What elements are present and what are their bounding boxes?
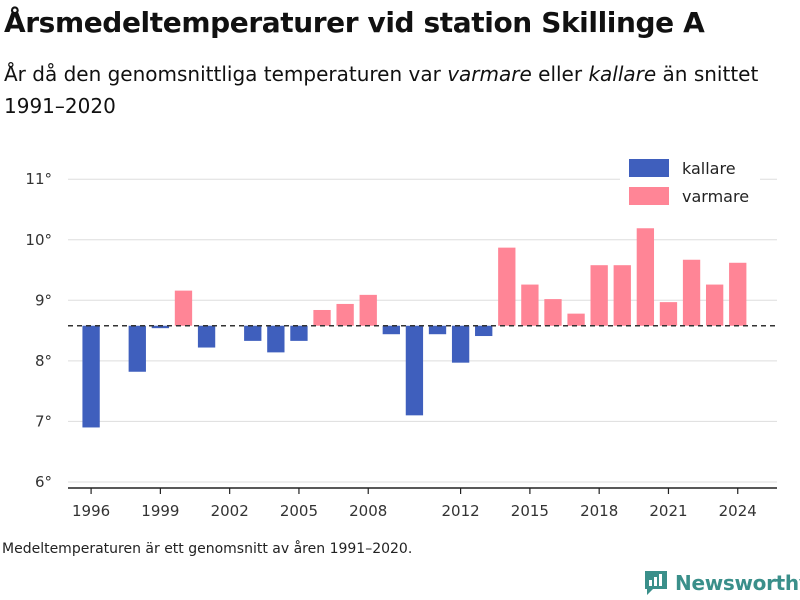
legend: kallare varmare [620, 138, 760, 206]
bar [475, 325, 493, 337]
y-tick-label: 10° [25, 231, 52, 249]
bar [428, 325, 447, 335]
bar [267, 325, 285, 353]
subtitle-warmer: varmare [447, 62, 532, 86]
y-tick-label: 7° [35, 412, 52, 430]
bar [174, 290, 193, 326]
bar [197, 325, 216, 348]
chart-subtitle: År då den genomsnittliga temperaturen va… [4, 58, 794, 122]
bar [244, 325, 262, 341]
temperature-bar-chart: 6° 7° 8° 9° 10° 11° 1996 1999 2002 2005 2008 2012 2… [25, 138, 777, 520]
bar [590, 265, 608, 326]
bar [498, 247, 516, 326]
legend-swatch-kallare [629, 159, 669, 177]
x-tick-label: 2015 [511, 502, 549, 520]
x-tick-label: 2018 [580, 502, 618, 520]
legend-label-kallare: kallare [682, 159, 736, 178]
x-tick-label: 2005 [280, 502, 318, 520]
x-tick-label: 2002 [211, 502, 249, 520]
bar [336, 303, 354, 326]
bar [682, 259, 701, 326]
bar [636, 228, 655, 326]
y-tick-label: 8° [35, 352, 52, 370]
brand-logo[interactable]: Newsworthy [643, 568, 800, 598]
bar [82, 325, 100, 428]
subtitle-text-3: än snittet 1991–2020 [4, 62, 759, 118]
bar [451, 325, 470, 363]
bar [705, 284, 724, 326]
brand-name: Newsworthy [675, 571, 800, 595]
subtitle-text-1: År då den genomsnittliga temperaturen va… [4, 62, 448, 86]
bars [82, 228, 747, 428]
legend-swatch-varmare [629, 187, 669, 205]
bar [290, 325, 308, 341]
bar [128, 325, 146, 372]
subtitle-text-2: eller [531, 62, 589, 86]
y-tick-label: 9° [35, 291, 52, 309]
y-tick-label: 11° [25, 170, 52, 188]
legend-label-varmare: varmare [682, 187, 749, 206]
x-tick-label: 2021 [649, 502, 687, 520]
subtitle-colder: kallare [588, 62, 657, 86]
bar [659, 302, 678, 326]
bar [151, 325, 170, 329]
bar [359, 294, 377, 326]
y-tick-label: 6° [35, 473, 52, 491]
bar [544, 299, 562, 326]
bar [405, 325, 424, 416]
chart-title: Årsmedeltemperaturer vid station Skillin… [4, 6, 705, 39]
bar [613, 265, 631, 326]
x-tick-label: 2008 [349, 502, 387, 520]
bar [729, 262, 747, 326]
x-axis-ticks: 1996 1999 2002 2005 2008 2012 2015 2018 2021 2024 [72, 488, 757, 520]
x-tick-label: 1999 [141, 502, 179, 520]
y-axis-labels: 6° 7° 8° 9° 10° 11° [25, 170, 52, 491]
bar [313, 309, 331, 326]
footnote: Medeltemperaturen är ett genomsnitt av å… [2, 541, 413, 557]
newsworthy-logo-icon [645, 571, 667, 595]
x-tick-label: 1996 [72, 502, 110, 520]
x-tick-label: 2012 [442, 502, 480, 520]
x-tick-label: 2024 [719, 502, 757, 520]
bar [567, 313, 585, 326]
bar [521, 284, 539, 326]
bar [382, 325, 400, 335]
